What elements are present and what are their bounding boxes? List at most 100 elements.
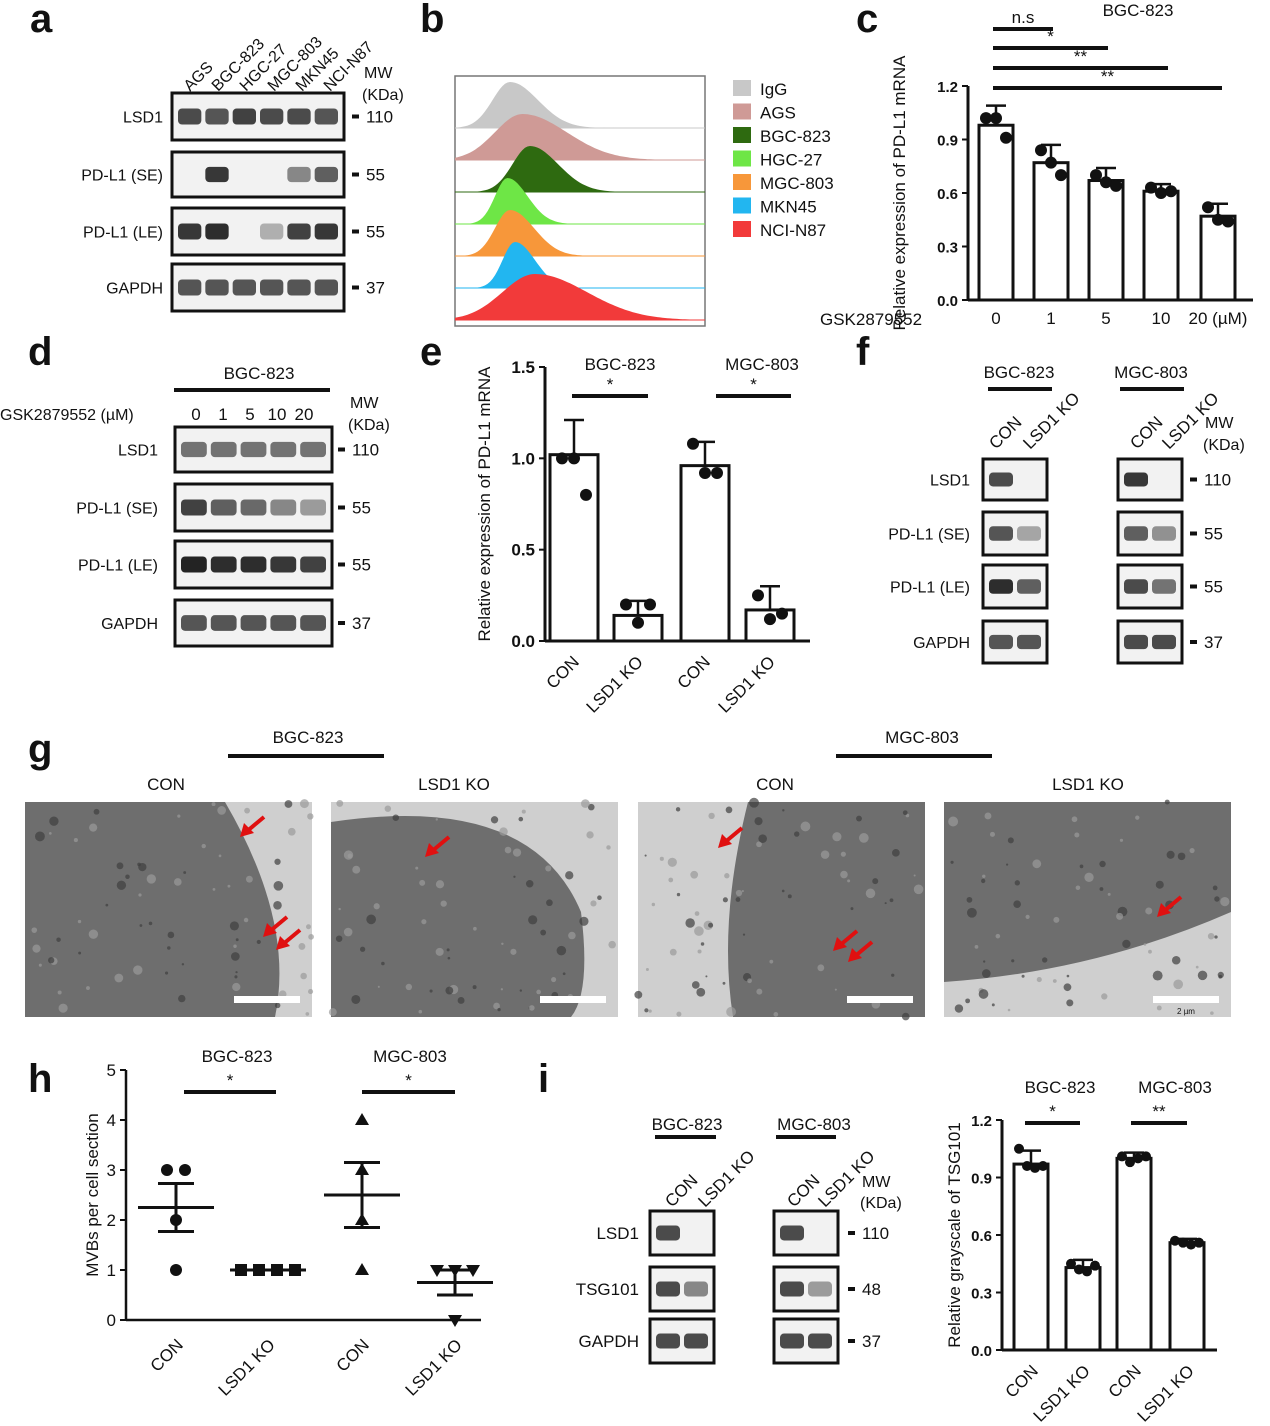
panel-b-legend-swatch xyxy=(733,80,751,96)
em-organelle xyxy=(1135,815,1140,820)
panel-c-point xyxy=(1045,156,1057,169)
panel-d-blot-band xyxy=(181,615,207,631)
em-arrow-head xyxy=(263,923,277,937)
panel-c-point xyxy=(1110,179,1122,192)
panel-a-mw-label: 55 xyxy=(366,166,385,185)
panel-d-dose: 10 xyxy=(268,405,287,424)
em-organelle xyxy=(1214,896,1220,902)
em-organelle xyxy=(77,919,82,924)
em-organelle xyxy=(1013,900,1021,908)
em-organelle xyxy=(497,1008,501,1012)
panel-i-chart-y-label: Relative grayscale of TSG101 xyxy=(945,1122,964,1348)
em-organelle xyxy=(965,998,971,1004)
em-organelle xyxy=(562,972,566,976)
panel-a-mw-label: 55 xyxy=(366,223,385,242)
em-organelle xyxy=(865,888,876,899)
em-organelle xyxy=(735,889,743,897)
panel-f-mw-label: 37 xyxy=(1204,633,1223,652)
panel-d-blot-band xyxy=(240,556,267,573)
em-organelle xyxy=(981,969,991,978)
panel-e-x-tick-label: LSD1 KO xyxy=(715,652,779,716)
panel-f-mw-label: 55 xyxy=(1204,525,1223,544)
em-organelle xyxy=(116,862,124,870)
em-organelle xyxy=(405,983,413,991)
panel-g-group-label: MGC-803 xyxy=(885,728,959,747)
em-organelle xyxy=(546,899,553,907)
panel-f-blot-band xyxy=(1124,472,1148,487)
em-organelle xyxy=(138,893,142,897)
panel-c-title: BGC-823 xyxy=(1103,1,1174,20)
panel-c-x-tick-label: 0 xyxy=(991,309,1000,328)
em-organelle xyxy=(1220,896,1230,907)
panel-c-y-tick-label: 0.6 xyxy=(937,186,958,203)
panel-i-group-label: MGC-803 xyxy=(777,1115,851,1134)
panel-a-blot-band xyxy=(205,223,229,240)
panel-letter-e: e xyxy=(420,330,442,374)
panel-d-row-label: PD-L1 (LE) xyxy=(78,558,158,575)
em-organelle xyxy=(435,947,444,956)
panel-a-blot-band xyxy=(287,166,311,183)
panel-i-blot-band xyxy=(684,1333,708,1349)
panel-i-lane-label: LSD1 KO xyxy=(694,1147,758,1211)
panel-i-mw-tick xyxy=(848,1339,855,1343)
em-organelle xyxy=(1148,949,1152,954)
em-organelle xyxy=(556,945,567,956)
panel-i-mw-tick xyxy=(848,1231,855,1235)
em-organelle xyxy=(35,831,45,842)
em-micrograph xyxy=(634,797,925,1021)
panel-letter-d: d xyxy=(28,330,52,374)
panel-c-point xyxy=(1090,169,1102,182)
em-organelle xyxy=(634,990,643,999)
panel-h-group-label: MGC-803 xyxy=(373,1047,447,1066)
em-organelle xyxy=(335,935,343,942)
em-organelle xyxy=(440,900,447,907)
em-organelle xyxy=(352,865,361,874)
em-organelle xyxy=(137,862,141,867)
panel-b-legend-label: MGC-803 xyxy=(760,174,834,193)
em-organelle xyxy=(392,814,400,821)
em-cytoplasm xyxy=(728,802,925,1017)
em-organelle xyxy=(974,945,979,949)
panel-d-mw-tick xyxy=(338,621,345,625)
panel-i-blot-band xyxy=(780,1333,804,1349)
panel-h-x-tick-label: LSD1 KO xyxy=(215,1335,279,1399)
em-organelle xyxy=(1011,959,1015,963)
panel-f-blot-band xyxy=(1017,634,1041,650)
em-organelle xyxy=(726,1006,736,1017)
panel-a-mw-label: 110 xyxy=(366,108,393,127)
em-organelle xyxy=(978,989,989,999)
panel-a-lane-label: AGS xyxy=(181,59,217,95)
panel-d-row-label: LSD1 xyxy=(118,443,158,460)
em-organelle xyxy=(116,880,127,890)
em-organelle xyxy=(528,915,538,925)
panel-i-chart-point xyxy=(1194,1237,1204,1248)
panel-i-chart-y-tick-label: 0.6 xyxy=(971,1228,992,1245)
panel-c-sig-ns-label: n.s xyxy=(1012,8,1035,27)
em-organelle xyxy=(1155,880,1164,889)
em-organelle xyxy=(1074,832,1080,838)
panel-b-histogram xyxy=(455,274,705,320)
panel-a-blot-band xyxy=(178,108,202,125)
em-organelle xyxy=(901,1012,910,1021)
panel-d-blot-band xyxy=(270,499,297,516)
panel-a-mw-unit: (KDa) xyxy=(362,87,404,104)
panel-i-chart-point xyxy=(1178,1237,1188,1248)
panel-a-blot-band xyxy=(205,108,229,125)
panel-e-y-tick-label: 1.5 xyxy=(511,358,535,377)
panel-d-blot-band xyxy=(210,556,237,573)
em-organelle xyxy=(644,1008,649,1013)
em-arrow-head xyxy=(833,937,847,951)
em-organelle xyxy=(273,901,282,910)
em-organelle xyxy=(1166,850,1175,859)
em-organelle xyxy=(298,942,306,950)
em-organelle xyxy=(983,960,986,963)
em-organelle xyxy=(73,838,78,843)
em-organelle xyxy=(690,870,699,879)
em-organelle xyxy=(967,907,977,918)
em-organelle xyxy=(954,1004,964,1013)
panel-a-blot-band xyxy=(314,223,338,240)
em-organelle xyxy=(1143,943,1147,946)
em-organelle xyxy=(93,808,100,815)
panel-f-row-label: GAPDH xyxy=(913,635,970,652)
em-organelle xyxy=(287,827,296,836)
